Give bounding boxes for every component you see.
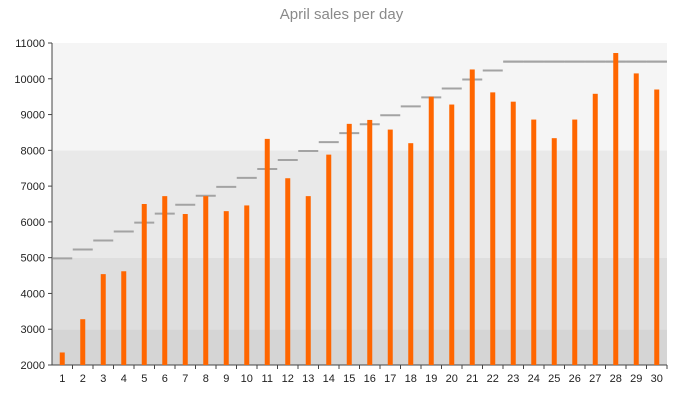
bar	[490, 92, 496, 365]
x-tick-label: 23	[507, 373, 519, 385]
x-tick-label: 17	[384, 373, 396, 385]
y-tick-label: 10000	[14, 74, 45, 86]
bar	[387, 129, 393, 365]
chart-title: April sales per day	[279, 6, 404, 23]
bar	[59, 352, 65, 365]
x-tick-label: 3	[100, 373, 106, 385]
x-tick-label: 27	[589, 373, 601, 385]
x-tick-label: 29	[630, 373, 642, 385]
plot-band-1	[52, 257, 667, 330]
bar	[182, 214, 188, 365]
bar	[244, 205, 250, 365]
x-tick-label: 14	[323, 373, 335, 385]
bar	[469, 69, 475, 365]
y-tick-label: 5000	[21, 253, 45, 265]
bar	[305, 196, 311, 365]
y-tick-label: 6000	[21, 217, 45, 229]
x-tick-label: 16	[364, 373, 376, 385]
x-tick-label: 21	[466, 373, 478, 385]
bar	[162, 196, 168, 365]
bar	[531, 119, 537, 365]
x-tick-label: 13	[302, 373, 314, 385]
x-tick-label: 2	[80, 373, 86, 385]
plot-band-0	[52, 329, 667, 365]
y-tick-label: 4000	[21, 288, 45, 300]
y-tick-label: 2000	[21, 360, 45, 372]
x-tick-label: 8	[203, 373, 209, 385]
x-tick-label: 6	[162, 373, 168, 385]
bar	[326, 154, 332, 365]
x-tick-label: 15	[343, 373, 355, 385]
x-tick-label: 22	[487, 373, 499, 385]
x-tick-label: 4	[121, 373, 127, 385]
x-tick-label: 11	[262, 373, 273, 385]
x-tick-label: 18	[405, 373, 417, 385]
plot-band-2	[52, 150, 667, 258]
bar	[203, 196, 209, 365]
x-tick-label: 30	[651, 373, 663, 385]
x-tick-label: 10	[241, 373, 253, 385]
x-tick-label: 25	[548, 373, 560, 385]
y-tick-label: 7000	[21, 181, 45, 193]
x-tick-label: 9	[223, 373, 229, 385]
x-tick-label: 24	[528, 373, 540, 385]
bar	[551, 138, 557, 365]
bar	[100, 274, 106, 365]
bar	[654, 89, 660, 365]
y-tick-label: 3000	[21, 324, 45, 336]
bar	[428, 96, 434, 366]
bar	[449, 104, 455, 365]
bar	[592, 93, 598, 365]
bar	[408, 143, 414, 365]
bar	[633, 73, 639, 366]
x-tick-label: 28	[610, 373, 622, 385]
x-tick-label: 19	[425, 373, 437, 385]
bar	[510, 101, 516, 366]
x-tick-label: 20	[446, 373, 458, 385]
bar	[613, 53, 619, 366]
x-tick-label: 12	[282, 373, 294, 385]
bar	[285, 178, 291, 365]
x-tick-label: 5	[141, 373, 147, 385]
bar	[572, 119, 578, 365]
bar	[346, 123, 352, 365]
bar	[367, 119, 373, 365]
bar	[264, 138, 270, 365]
y-tick-label: 11000	[15, 38, 45, 50]
x-tick-label: 1	[59, 373, 65, 385]
x-tick-label: 26	[569, 373, 581, 385]
bar	[141, 204, 147, 365]
x-tick-label: 7	[182, 373, 188, 385]
bar	[223, 211, 229, 365]
y-tick-label: 8000	[21, 145, 45, 157]
bar	[121, 271, 127, 365]
bar	[80, 319, 86, 365]
y-tick-label: 9000	[21, 110, 45, 122]
